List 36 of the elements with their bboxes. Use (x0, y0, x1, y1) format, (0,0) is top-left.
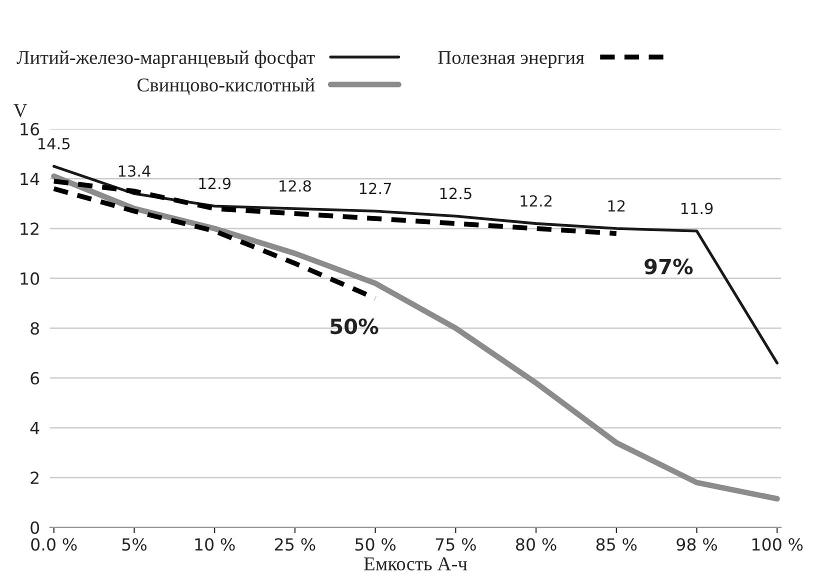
data-label: 12.5 (440, 188, 472, 200)
data-label: 14.5 (38, 138, 70, 150)
y-tick-label: 4 (30, 422, 40, 434)
y-axis-title: V (14, 104, 28, 118)
y-tick-label: 0 (30, 521, 40, 534)
y-tick-label: 10 (20, 272, 40, 285)
y-tick-label: 14 (20, 172, 40, 186)
legend-label: Полезная энергия (438, 51, 584, 68)
y-tick-label: 2 (30, 472, 38, 484)
x-tick-label: 100 % (752, 538, 803, 551)
data-label: 12 (608, 200, 625, 212)
x-tick-label: 75 % (436, 538, 476, 551)
x-tick-label: 85 % (596, 538, 637, 551)
x-tick-label: 0.0 % (31, 538, 77, 551)
y-tick-label: 8 (30, 322, 39, 335)
x-tick-label: 50 % (355, 538, 396, 551)
x-tick-label: 80 % (516, 538, 556, 551)
data-label: 12.2 (520, 195, 552, 206)
legend-label: Свинцово-кислотный (137, 78, 315, 96)
x-tick-label: 5% (122, 538, 147, 551)
data-label: 12.8 (280, 180, 311, 192)
y-tick-label: 12 (20, 222, 38, 235)
data-label: 11.9 (681, 202, 713, 214)
x-axis-title: Емкость А-ч (364, 557, 468, 570)
x-tick-label: 10 % (195, 538, 235, 551)
annotation: 97% (644, 258, 693, 274)
data-label: 12.7 (360, 182, 392, 194)
data-label: 13.4 (118, 165, 150, 177)
y-tick-label: 6 (30, 372, 40, 385)
y-tick-label: 16 (20, 122, 40, 136)
x-tick-label: 98 % (676, 538, 718, 551)
legend-label: Литий-железо-марганцевый фосфат (16, 50, 315, 68)
line-series (52, 164, 779, 364)
x-tick-label: 25 % (275, 538, 316, 551)
annotation: 50% (330, 318, 378, 334)
data-label: 12.9 (199, 178, 231, 190)
